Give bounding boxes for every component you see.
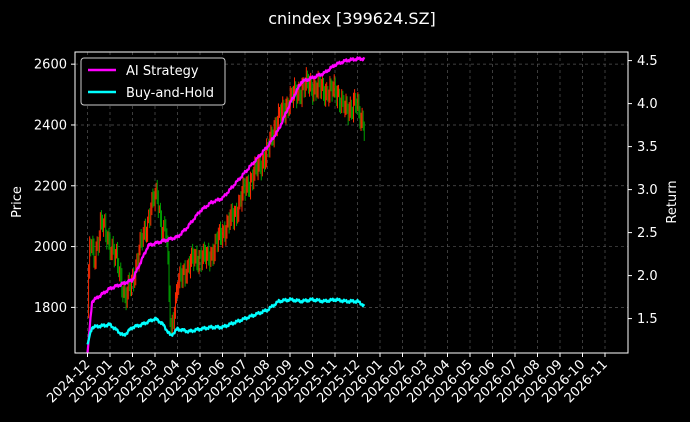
tick-label-y: 2000 <box>34 240 67 255</box>
tick-label-y2: 1.5 <box>637 312 658 327</box>
legend: AI Strategy Buy-and-Hold <box>80 57 226 106</box>
tick-label-y2: 3.5 <box>637 140 658 155</box>
tick-label-y: 2600 <box>34 58 67 73</box>
tick-label-y2: 4.5 <box>637 54 658 69</box>
y2-axis-title: Return <box>665 180 680 223</box>
tick-label-y2: 2.5 <box>637 226 658 241</box>
plot-frame <box>74 51 629 354</box>
price-axis: 1800 2000 2200 2400 2600 <box>34 58 75 316</box>
y-axis-title: Price <box>10 186 25 218</box>
legend-label-buy-and-hold: Buy-and-Hold <box>126 86 214 101</box>
tick-label-y: 1800 <box>34 301 67 316</box>
tick-label-y2: 2.0 <box>637 269 658 284</box>
tick-label-y2: 3.0 <box>637 183 658 198</box>
tick-label-y: 2400 <box>34 118 67 133</box>
tick-label-y2: 4.0 <box>637 97 658 112</box>
chart-title: cnindex [399624.SZ] <box>268 9 436 28</box>
series-line-ai-strategy <box>86 56 366 354</box>
series-line-buy-and-hold <box>86 297 366 345</box>
price-candles <box>88 67 365 335</box>
return-axis: 1.5 2.0 2.5 3.0 3.5 4.0 4.5 <box>628 54 658 327</box>
series-lines <box>86 56 366 354</box>
legend-label-ai-strategy: AI Strategy <box>126 64 199 79</box>
tick-label-y: 2200 <box>34 179 67 194</box>
legend-box <box>80 57 226 106</box>
